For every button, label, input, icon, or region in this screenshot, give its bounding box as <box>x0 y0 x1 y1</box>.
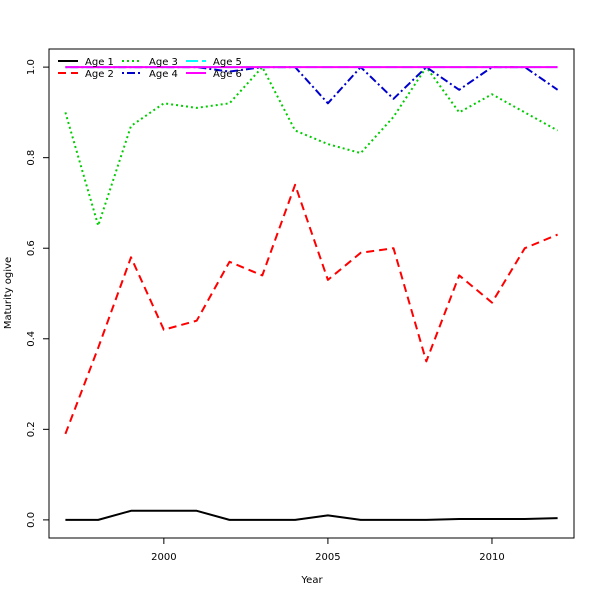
x-tick-label: 2000 <box>151 552 176 563</box>
legend-label-age-1: Age 1 <box>85 57 114 68</box>
y-tick-label: 0.4 <box>26 331 37 347</box>
plot-frame <box>48 48 575 539</box>
series-line-age-3 <box>64 66 559 227</box>
x-tick-label: 2010 <box>479 552 504 563</box>
series-line-age-2 <box>64 183 558 435</box>
legend-label-age-5: Age 5 <box>213 57 242 68</box>
y-tick-label: 0.8 <box>26 150 37 166</box>
x-axis-title: Year <box>300 575 323 586</box>
series-line-age-1 <box>65 509 558 521</box>
x-tick-label: 2005 <box>315 552 340 563</box>
y-axis-title: Maturity ogive <box>3 257 14 329</box>
legend-label-age-3: Age 3 <box>149 57 178 68</box>
legend-label-age-2: Age 2 <box>85 69 114 80</box>
y-axis: 0.0 0.2 0.4 0.6 0.8 1.0 <box>26 59 49 528</box>
legend-label-age-4: Age 4 <box>149 69 178 80</box>
legend-label-age-6: Age 6 <box>213 69 242 80</box>
y-tick-label: 0.6 <box>26 240 37 256</box>
series-layer <box>64 66 559 521</box>
x-axis: 2000 2005 2010 <box>151 538 505 563</box>
y-tick-label: 1.0 <box>26 59 37 75</box>
y-tick-label: 0.0 <box>26 512 37 528</box>
y-tick-label: 0.2 <box>26 421 37 437</box>
